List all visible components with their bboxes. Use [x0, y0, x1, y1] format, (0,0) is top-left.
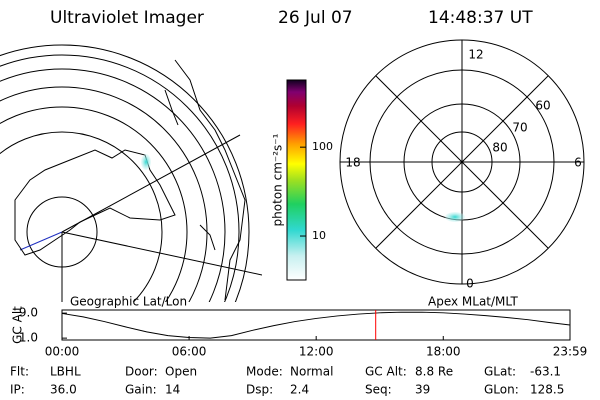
- info-value: Normal: [290, 365, 333, 379]
- info-label: Mode:: [246, 365, 283, 379]
- info-value: 2.4: [290, 383, 309, 397]
- polar-label: 70: [512, 121, 527, 135]
- polar-label: 0: [466, 277, 474, 291]
- geo-map: [0, 44, 262, 302]
- info-label: GLat:: [484, 365, 516, 379]
- info-label: IP:: [10, 383, 25, 397]
- info-value: Open: [165, 365, 197, 379]
- polar-label: 18: [345, 156, 360, 170]
- info-value: -63.1: [530, 365, 561, 379]
- info-label: Gain:: [125, 383, 157, 397]
- info-label: Dsp:: [246, 383, 273, 397]
- polar-label: 12: [468, 48, 483, 62]
- colorbar-tick-label: 100: [312, 140, 333, 153]
- colorbar-ticks: 10 100: [300, 140, 333, 242]
- y-tick-label: 1.0: [19, 331, 38, 345]
- time: 14:48:37 UT: [428, 8, 533, 28]
- colorbar: [286, 79, 307, 281]
- polar-label: 80: [492, 141, 507, 155]
- info-label: Flt:: [10, 365, 29, 379]
- polar-label: 6: [574, 156, 582, 170]
- timeline: 1.0 9.0 00:00 06:00 12:00 18:00 23:59: [19, 306, 587, 359]
- info-value: 8.8 Re: [415, 365, 453, 379]
- info-panel: Flt: LBHL Door: Open Mode: Normal GC Alt: 8.8 R…: [10, 365, 564, 397]
- info-label: GC Alt:: [365, 365, 407, 379]
- info-value: 36.0: [50, 383, 77, 397]
- map-title: Geographic Lat/Lon: [70, 295, 187, 309]
- info-label: GLon:: [484, 383, 519, 397]
- map-title: Apex MLat/MLT: [428, 295, 518, 309]
- info-label: Door:: [125, 365, 158, 379]
- alt-line: [61, 311, 571, 339]
- y-axis-label: GC Alt: [11, 306, 25, 344]
- plot-frame: [61, 309, 571, 341]
- date: 26 Jul 07: [278, 8, 353, 28]
- polar-plot: [339, 39, 585, 285]
- colorbar-tick-label: 10: [312, 229, 326, 242]
- colorbar-label: photon cm⁻²s⁻¹: [271, 133, 285, 226]
- x-tick-label: 00:00: [45, 345, 80, 359]
- instrument: Ultraviolet Imager: [50, 8, 204, 28]
- x-tick-label: 12:00: [299, 345, 334, 359]
- x-tick-label: 23:59: [553, 345, 588, 359]
- info-label: Seq:: [365, 383, 392, 397]
- x-tick-label: 18:00: [426, 345, 461, 359]
- polar-label: 60: [535, 99, 550, 113]
- y-tick-label: 9.0: [19, 306, 38, 320]
- info-value: 128.5: [530, 383, 564, 397]
- info-value: LBHL: [50, 365, 81, 379]
- x-tick-label: 06:00: [172, 345, 207, 359]
- info-value: 39: [415, 383, 430, 397]
- info-value: 14: [165, 383, 180, 397]
